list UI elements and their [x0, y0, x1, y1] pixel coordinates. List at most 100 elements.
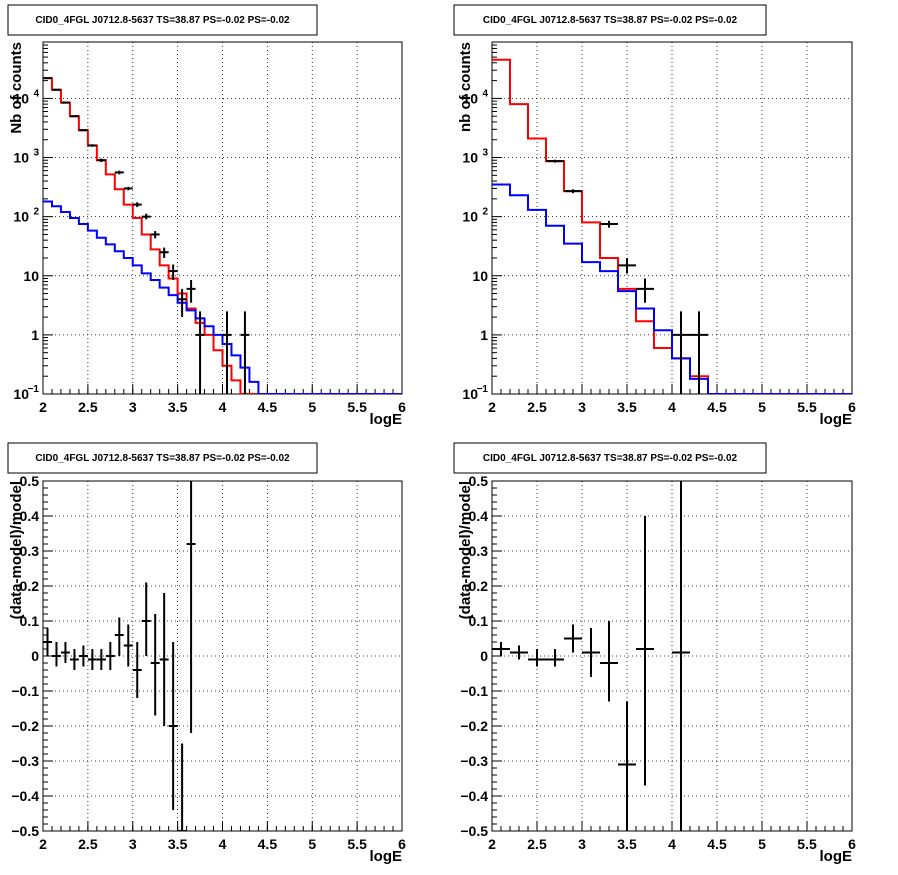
data-point [636, 516, 654, 786]
x-tick-label: 5.5 [797, 836, 817, 852]
y-tick-label: −0.5 [11, 823, 39, 839]
y-axis-label: nb of counts [457, 42, 474, 132]
data-point [528, 649, 546, 667]
y-tick-label: 0.3 [20, 543, 40, 559]
data-point [222, 311, 232, 394]
data-point [78, 129, 88, 132]
y-tick-label: 10 [462, 209, 478, 225]
data-point [123, 186, 133, 191]
x-tick-label: 3 [578, 399, 586, 415]
y-tick-label: 10 [462, 386, 478, 402]
x-axis-label: logE [820, 411, 853, 428]
data-point [105, 642, 115, 670]
data-point [78, 645, 88, 667]
x-tick-label: 4 [668, 399, 676, 415]
y-tick-label: 10 [462, 90, 478, 106]
data-point [159, 247, 169, 258]
data-point [132, 642, 142, 698]
y-tick-label: 0 [31, 648, 39, 664]
chart-title: CID0_4FGL J0712.8-5637 TS=38.87 PS=-0.02… [35, 15, 290, 26]
series-step-line-2 [492, 183, 852, 394]
data-point [159, 593, 169, 726]
data-point [43, 77, 52, 80]
x-tick-label: 6 [848, 399, 856, 415]
data-point [582, 628, 600, 677]
y-tick-label: 0.5 [469, 473, 489, 489]
y-tick-label: 0.1 [20, 613, 40, 629]
data-point [672, 481, 690, 831]
x-tick-label: 2.5 [527, 399, 547, 415]
plot-area [43, 481, 196, 831]
x-tick-label: 4.5 [258, 836, 278, 852]
x-tick-label: 4.5 [707, 836, 727, 852]
y-tick-label: 0.4 [469, 508, 489, 524]
y-tick-label: 10 [13, 150, 29, 166]
y-tick-label: 0.1 [469, 613, 489, 629]
x-axis-label: logE [370, 411, 403, 428]
x-tick-label: 6 [848, 836, 856, 852]
x-tick-label: 5 [308, 399, 316, 415]
y-tick-label: 0.5 [20, 473, 40, 489]
data-point [636, 278, 654, 303]
data-point [150, 231, 160, 239]
plot-area [492, 481, 690, 831]
x-tick-label: 3.5 [168, 399, 188, 415]
y-tick-exponent: −1 [28, 384, 40, 395]
data-point [150, 614, 160, 716]
x-tick-label: 5.5 [347, 399, 367, 415]
data-point [69, 115, 79, 118]
chart-panel-4: CID0_4FGL J0712.8-5637 TS=38.87 PS=-0.02… [453, 442, 856, 865]
data-point [564, 189, 582, 194]
chart-title: CID0_4FGL J0712.8-5637 TS=38.87 PS=-0.02… [483, 453, 738, 464]
x-tick-label: 5.5 [797, 399, 817, 415]
x-tick-label: 5.5 [347, 836, 367, 852]
data-point [114, 617, 124, 656]
x-tick-label: 2.5 [78, 836, 98, 852]
y-tick-label: −0.3 [11, 753, 39, 769]
chart-panel-2: CID0_4FGL J0712.8-5637 TS=38.87 PS=-0.02… [453, 4, 856, 428]
x-tick-label: 5 [308, 836, 316, 852]
data-point [600, 621, 618, 702]
data-point [60, 642, 70, 663]
data-point [672, 311, 690, 394]
series-step-line-1 [492, 58, 852, 394]
title-box [7, 442, 318, 474]
data-point [168, 642, 178, 810]
x-axis-label: logE [820, 848, 853, 865]
x-tick-label: 2 [488, 836, 496, 852]
x-tick-label: 2.5 [78, 399, 98, 415]
x-tick-label: 4 [219, 836, 227, 852]
data-point [69, 649, 79, 670]
x-tick-label: 5 [758, 399, 766, 415]
plot-area [492, 58, 852, 394]
data-point [600, 220, 618, 228]
data-point [195, 311, 205, 394]
data-point [564, 624, 582, 653]
data-point [240, 311, 250, 394]
y-tick-label: 10 [472, 268, 488, 284]
x-tick-label: 4 [668, 836, 676, 852]
title-box [453, 442, 767, 474]
y-tick-label: −0.1 [460, 683, 488, 699]
x-tick-label: 6 [398, 836, 406, 852]
y-tick-label: 10 [13, 386, 29, 402]
x-tick-label: 3.5 [168, 836, 188, 852]
x-tick-label: 2 [39, 836, 47, 852]
y-tick-exponent: 3 [482, 148, 488, 159]
x-tick-label: 6 [398, 399, 406, 415]
data-point [43, 628, 52, 656]
y-tick-label: −0.2 [460, 718, 488, 734]
data-point [87, 649, 97, 670]
plot-frame [42, 480, 403, 832]
y-tick-label: −0.4 [460, 788, 488, 804]
y-tick-label: 1 [480, 327, 488, 343]
chart-title: CID0_4FGL J0712.8-5637 TS=38.87 PS=-0.02… [35, 453, 290, 464]
y-tick-exponent: 4 [33, 88, 39, 99]
y-tick-label: 10 [462, 150, 478, 166]
x-tick-label: 5 [758, 836, 766, 852]
data-point [546, 649, 564, 667]
data-point [168, 264, 178, 280]
data-point [618, 701, 636, 831]
y-tick-exponent: −1 [477, 384, 489, 395]
